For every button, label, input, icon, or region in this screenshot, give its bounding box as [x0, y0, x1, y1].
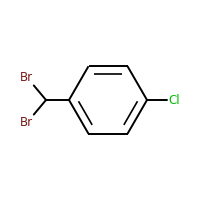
Text: Br: Br — [20, 71, 33, 84]
Text: Cl: Cl — [168, 94, 180, 106]
Text: Br: Br — [20, 116, 33, 129]
